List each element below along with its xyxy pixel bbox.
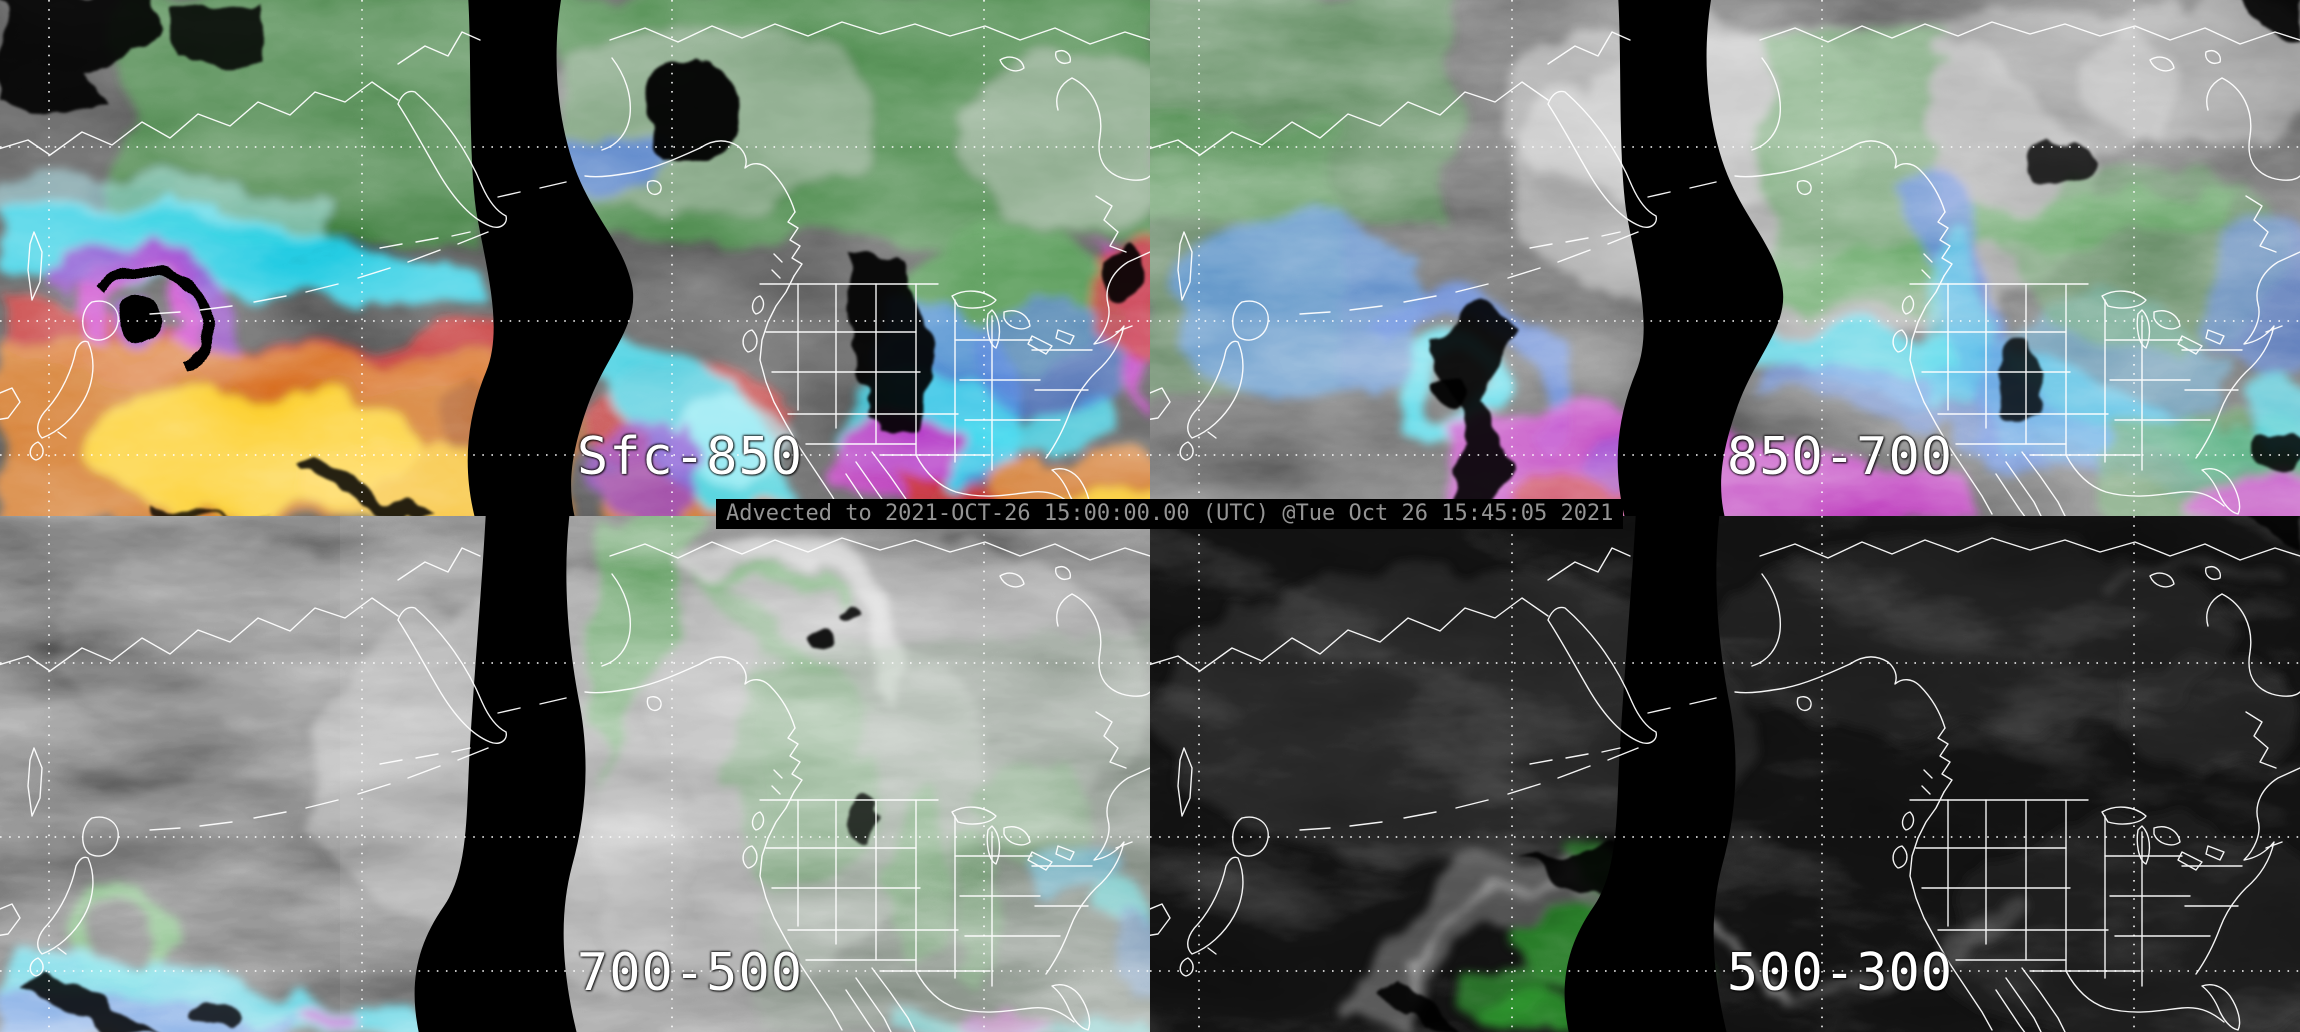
panel-850-700: 850-700 [1150,0,2300,516]
satellite-imagery-500-300 [1150,516,2300,1032]
panel-500-300: 500-300 [1150,516,2300,1032]
panel-700-500: 700-500 [0,516,1150,1032]
satellite-imagery-700-500 [0,516,1150,1032]
satellite-imagery-sfc-850 [0,0,1150,516]
advection-timestamp-bar: Advected to 2021-OCT-26 15:00:00.00 (UTC… [716,499,1624,529]
satellite-imagery-850-700 [1150,0,2300,516]
panel-sfc-850: Sfc-850 [0,0,1150,516]
